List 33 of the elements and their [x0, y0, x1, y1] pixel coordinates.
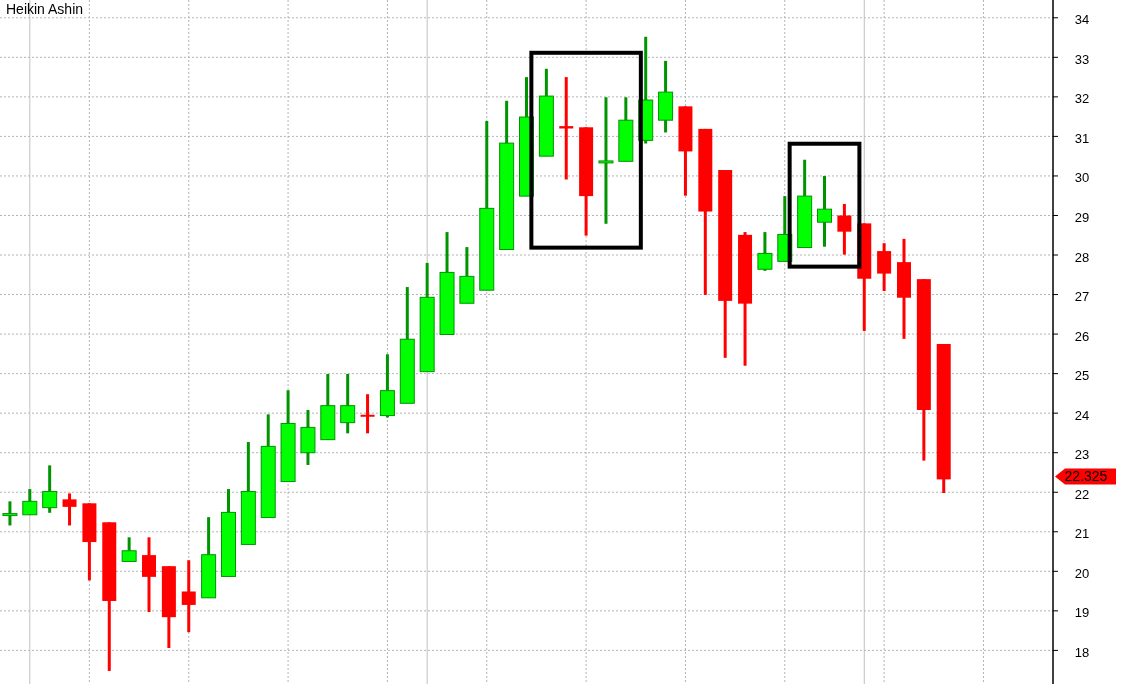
- candlestick: [757, 232, 773, 271]
- y-tick-label: 23: [1074, 447, 1090, 463]
- y-tick-label: 34: [1074, 12, 1090, 28]
- candlestick: [2, 501, 18, 526]
- y-tick-label: 20: [1074, 565, 1090, 581]
- candlestick: [142, 537, 157, 614]
- candlestick: [181, 560, 196, 634]
- candlestick: [877, 243, 892, 291]
- y-tick-label: 24: [1074, 407, 1090, 423]
- y-tick-label: 32: [1074, 91, 1090, 107]
- chart-title: Heikin Ashin: [6, 1, 84, 17]
- y-tick-label: 33: [1074, 51, 1090, 67]
- y-tick-label: 26: [1074, 328, 1090, 344]
- candlestick: [837, 204, 852, 255]
- y-tick-label: 18: [1074, 644, 1090, 660]
- y-tick-label: 27: [1074, 289, 1090, 305]
- y-tick-label: 21: [1074, 526, 1090, 542]
- candlestick: [817, 174, 833, 247]
- candlestick: [62, 493, 77, 526]
- y-tick-label: 22: [1074, 486, 1090, 502]
- candlestick: [340, 374, 356, 434]
- y-tick-label: 19: [1074, 605, 1090, 621]
- y-tick-label: 30: [1074, 170, 1090, 186]
- candlestick: [121, 537, 137, 562]
- candlestick: [360, 394, 375, 434]
- y-tick-label: 28: [1074, 249, 1090, 265]
- candlestick: [598, 97, 614, 224]
- y-tick-label: 29: [1074, 210, 1090, 226]
- y-tick-label: 31: [1074, 130, 1090, 146]
- candlestick: [42, 465, 58, 513]
- candlestick: [22, 489, 38, 516]
- text: 22.325: [1064, 468, 1108, 485]
- y-tick-label: 25: [1074, 368, 1090, 384]
